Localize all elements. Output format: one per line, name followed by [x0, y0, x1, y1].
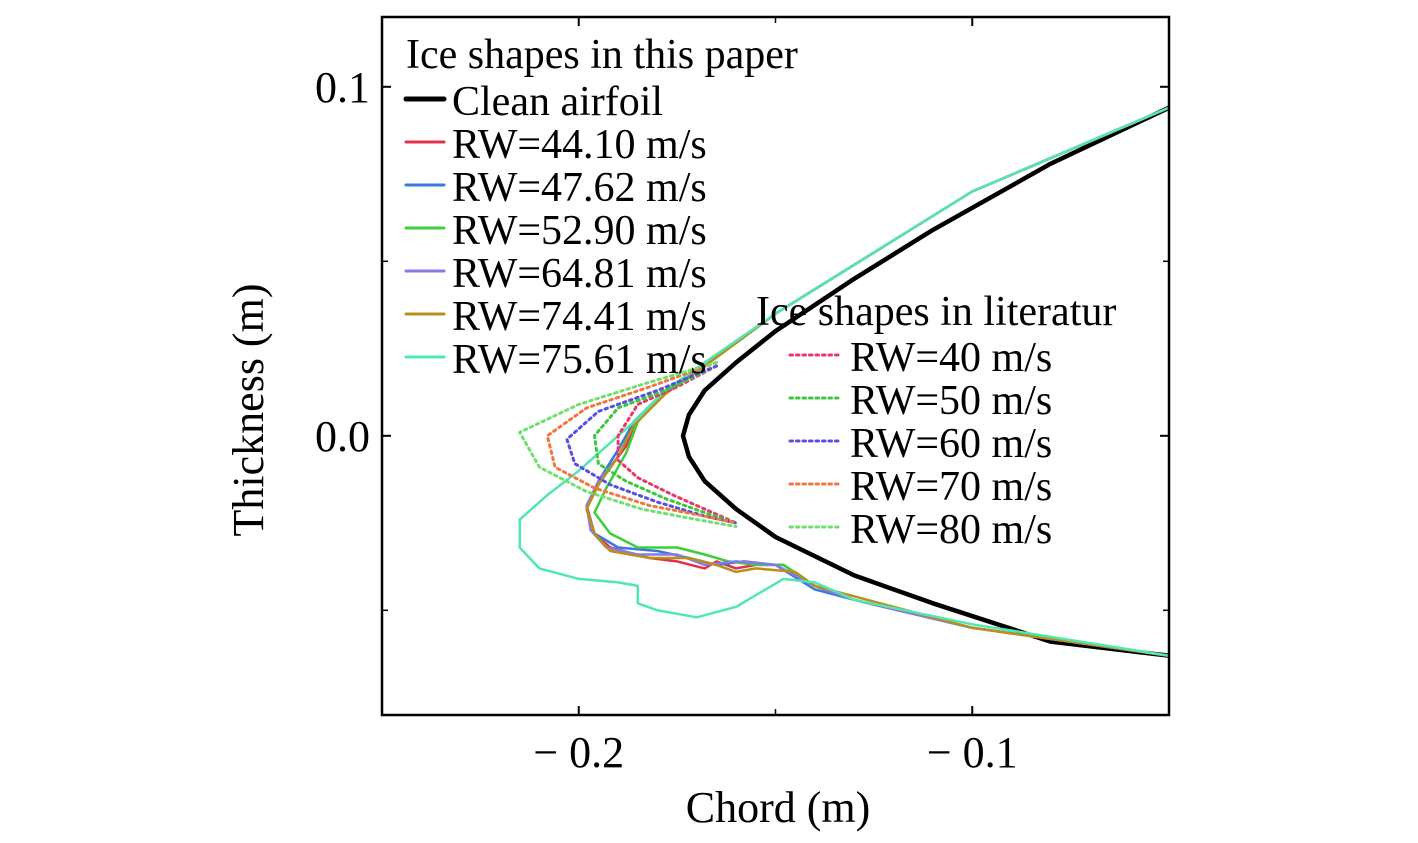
- series-layer: [518, 105, 1169, 658]
- x-tick-label: − 0.1: [927, 728, 1018, 777]
- legend-label-rw-75-61-m-s: RW=75.61 m/s: [452, 337, 707, 383]
- legend-label-rw-70-m-s: RW=70 m/s: [850, 464, 1052, 510]
- legend-label-rw-60-m-s: RW=60 m/s: [850, 421, 1052, 467]
- legend-label-rw-80-m-s: RW=80 m/s: [850, 507, 1052, 553]
- series-line-rw-80-m-s: [518, 361, 738, 528]
- legend-label-rw-40-m-s: RW=40 m/s: [850, 335, 1052, 381]
- series-line-rw-70-m-s: [545, 361, 738, 525]
- legend-label-clean-airfoil: Clean airfoil: [452, 79, 663, 125]
- y-tick-label: 0.1: [315, 63, 370, 112]
- legend-title: Ice shapes in this paper: [406, 32, 798, 78]
- legend-label-rw-64-81-m-s: RW=64.81 m/s: [452, 251, 707, 297]
- legend-label-rw-52-90-m-s: RW=52.90 m/s: [452, 208, 707, 254]
- x-tick-label: − 0.2: [533, 728, 624, 777]
- series-line-rw-60-m-s: [565, 364, 738, 525]
- y-tick-label: 0.0: [315, 412, 370, 461]
- y-axis-label: Thickness (m): [224, 284, 273, 537]
- series-line-rw-50-m-s: [593, 364, 738, 525]
- legend-label-rw-50-m-s: RW=50 m/s: [850, 378, 1052, 424]
- series-line-clean-airfoil: [680, 105, 1169, 658]
- legend-label-rw-44-10-m-s: RW=44.10 m/s: [452, 122, 707, 168]
- series-line-rw-40-m-s: [616, 364, 738, 525]
- legend-title: Ice shapes in literatur: [756, 289, 1116, 335]
- legend-label-rw-74-41-m-s: RW=74.41 m/s: [452, 294, 707, 340]
- x-axis-label: Chord (m): [686, 783, 871, 832]
- ticks-layer: − 0.2 − 0.1 0.1 0.0: [315, 17, 1170, 777]
- legend-label-rw-47-62-m-s: RW=47.62 m/s: [452, 165, 707, 211]
